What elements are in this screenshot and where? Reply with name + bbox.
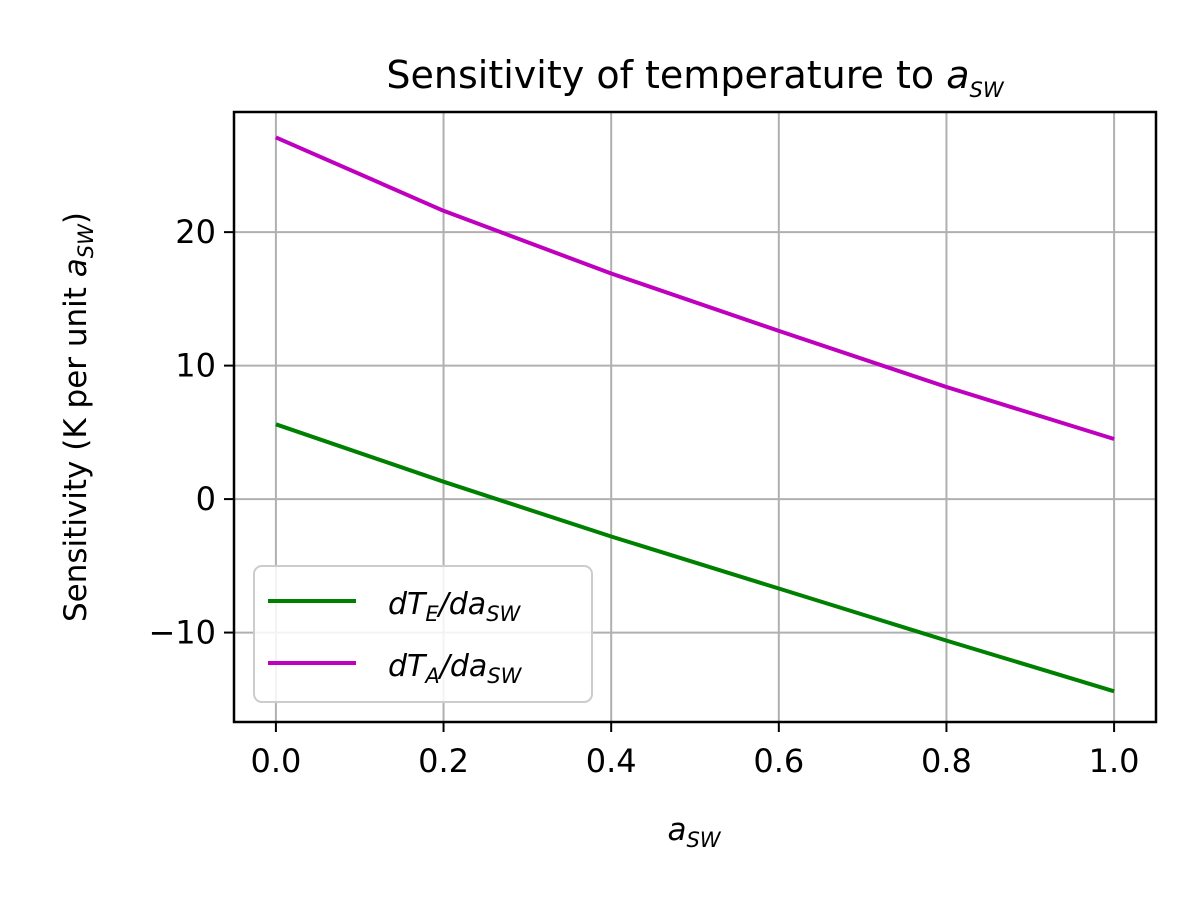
x-tick-label: 0.0	[250, 742, 301, 780]
x-tick-label: 0.6	[753, 742, 804, 780]
legend: dTE/daSW dTA/daSW	[253, 565, 593, 703]
chart-title: Sensitivity of temperature to aSW	[386, 53, 1004, 102]
x-tick-label: 0.2	[418, 742, 469, 780]
plot-lines	[275, 135, 1115, 694]
x-tick-label: 0.8	[921, 742, 972, 780]
x-tick-label: 1.0	[1089, 742, 1140, 780]
legend-label-0: dTE/daSW	[388, 587, 522, 626]
series-line-1	[275, 135, 1115, 441]
y-tick-label: −10	[148, 614, 216, 652]
legend-label-1: dTA/daSW	[388, 649, 523, 688]
axis-ticks: 0.0 0.2 0.4 0.6 0.8 1.0 −10 0 10 20	[148, 213, 1139, 780]
y-tick-label: 0	[196, 480, 216, 518]
x-axis-label: aSW	[667, 812, 721, 852]
y-tick-label: 10	[175, 347, 216, 385]
y-axis-label: Sensitivity (K per unit aSW)	[58, 212, 98, 622]
series-line-0	[275, 422, 1115, 694]
x-tick-label: 0.4	[586, 742, 637, 780]
plot-frame	[232, 110, 1158, 724]
y-tick-label: 20	[175, 213, 216, 251]
